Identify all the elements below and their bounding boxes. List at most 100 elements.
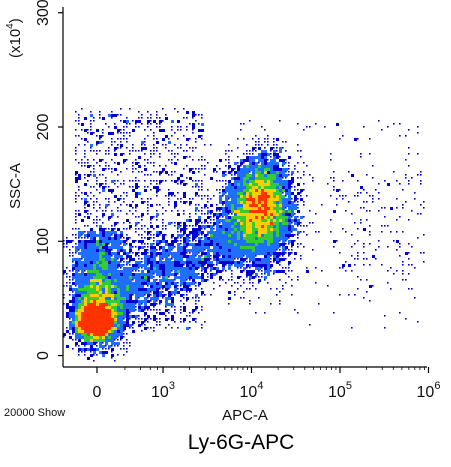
data-point bbox=[189, 225, 191, 227]
data-point bbox=[264, 270, 267, 273]
data-point bbox=[213, 213, 216, 216]
data-point bbox=[102, 327, 105, 330]
data-point bbox=[126, 126, 128, 128]
data-point bbox=[150, 309, 152, 311]
data-point bbox=[234, 237, 237, 240]
data-point bbox=[255, 264, 258, 267]
data-point bbox=[96, 267, 99, 270]
data-point bbox=[141, 228, 143, 230]
data-point bbox=[141, 216, 143, 218]
data-point bbox=[144, 255, 147, 258]
data-point bbox=[246, 246, 249, 249]
data-point bbox=[156, 210, 158, 212]
data-point bbox=[255, 144, 257, 146]
data-point bbox=[159, 312, 162, 315]
data-point bbox=[144, 315, 146, 317]
data-point bbox=[108, 252, 111, 255]
data-point bbox=[225, 216, 228, 219]
data-point bbox=[111, 348, 114, 351]
data-point bbox=[99, 276, 102, 279]
data-point bbox=[168, 141, 171, 144]
data-point bbox=[147, 249, 149, 251]
data-point bbox=[150, 252, 153, 255]
data-point bbox=[270, 150, 272, 152]
data-point bbox=[180, 318, 182, 320]
data-point bbox=[168, 294, 171, 297]
data-point bbox=[144, 141, 146, 143]
data-point bbox=[186, 234, 189, 237]
data-point bbox=[207, 231, 210, 234]
data-point bbox=[147, 261, 150, 264]
data-point bbox=[276, 249, 278, 251]
data-point bbox=[180, 273, 183, 276]
data-point bbox=[198, 186, 200, 188]
data-point bbox=[279, 279, 281, 281]
data-point bbox=[261, 261, 264, 264]
data-point bbox=[216, 171, 218, 173]
data-point bbox=[204, 228, 206, 230]
data-point bbox=[264, 180, 267, 183]
data-point bbox=[174, 306, 176, 308]
data-point bbox=[282, 165, 284, 167]
data-point bbox=[81, 288, 84, 291]
data-point bbox=[195, 294, 198, 297]
data-point bbox=[84, 174, 86, 176]
data-point bbox=[237, 156, 239, 158]
data-point bbox=[276, 192, 279, 195]
data-point bbox=[180, 228, 183, 231]
data-point bbox=[102, 267, 105, 270]
data-point bbox=[72, 261, 74, 263]
data-point bbox=[78, 291, 81, 294]
data-point bbox=[162, 240, 165, 243]
data-point bbox=[219, 201, 222, 204]
data-point bbox=[270, 213, 273, 216]
data-point bbox=[153, 270, 156, 273]
data-point bbox=[282, 204, 285, 207]
data-point bbox=[114, 228, 116, 230]
data-point bbox=[297, 312, 299, 314]
y-axis-multiplier-exponent: 4 bbox=[5, 23, 16, 29]
data-point bbox=[351, 174, 354, 177]
data-point bbox=[303, 129, 305, 131]
data-point bbox=[132, 165, 134, 167]
data-point bbox=[384, 180, 386, 182]
data-point bbox=[96, 282, 99, 285]
data-point bbox=[153, 258, 156, 261]
data-point bbox=[219, 216, 221, 218]
data-point bbox=[183, 309, 186, 312]
data-point bbox=[147, 285, 149, 287]
data-point bbox=[129, 246, 132, 249]
data-point bbox=[246, 183, 249, 186]
data-point bbox=[222, 261, 225, 264]
data-point bbox=[78, 348, 81, 351]
data-point bbox=[93, 288, 96, 291]
data-point bbox=[108, 234, 111, 237]
data-point bbox=[99, 258, 102, 261]
data-point bbox=[69, 285, 72, 288]
data-point bbox=[258, 237, 261, 240]
data-point bbox=[234, 171, 237, 174]
data-point bbox=[102, 321, 105, 324]
data-point bbox=[108, 219, 110, 221]
y-tick-label: 100 bbox=[35, 228, 52, 255]
data-point bbox=[81, 315, 84, 318]
data-point bbox=[108, 300, 111, 303]
data-point bbox=[213, 273, 216, 276]
data-point bbox=[231, 246, 234, 249]
data-point bbox=[108, 240, 111, 243]
data-point bbox=[276, 261, 279, 264]
data-point bbox=[252, 207, 255, 210]
data-point bbox=[267, 273, 270, 276]
data-point bbox=[93, 261, 96, 264]
data-point bbox=[267, 186, 270, 189]
data-point bbox=[198, 252, 200, 254]
data-point bbox=[276, 165, 279, 168]
data-point bbox=[99, 219, 101, 221]
data-point bbox=[246, 273, 249, 276]
data-point bbox=[102, 186, 105, 189]
data-point bbox=[183, 246, 186, 249]
data-point bbox=[111, 216, 113, 218]
data-point bbox=[255, 189, 258, 192]
data-point bbox=[93, 327, 96, 330]
data-point bbox=[216, 240, 219, 243]
